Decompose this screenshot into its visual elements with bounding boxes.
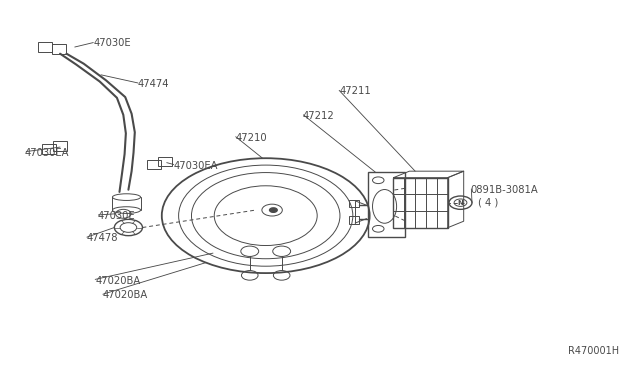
Text: N: N [458,200,463,206]
Text: 47020BA: 47020BA [95,276,140,285]
Bar [394,178,448,228]
Bar [52,44,66,54]
Bar [42,144,56,154]
Bar [349,217,359,224]
Bar [368,172,405,237]
Bar [38,42,52,52]
Text: 47478: 47478 [87,233,118,243]
Text: 47211: 47211 [339,87,371,96]
Text: 47212: 47212 [302,110,334,121]
Text: 47030EA: 47030EA [173,161,218,171]
Text: 47474: 47474 [138,79,170,89]
Text: ( 4 ): ( 4 ) [478,198,499,208]
Bar [147,160,161,169]
Text: 47030E: 47030E [93,38,131,48]
Circle shape [269,208,277,212]
Bar [158,157,172,166]
Text: R470001H: R470001H [568,346,619,356]
Bar [53,141,67,151]
Bar [349,200,359,208]
Text: 0891B-3081A: 0891B-3081A [470,185,538,195]
Text: 47020BA: 47020BA [103,290,148,300]
Text: 47030EA: 47030EA [25,148,70,158]
Text: 47210: 47210 [236,133,268,143]
Text: 47030E: 47030E [98,211,136,221]
